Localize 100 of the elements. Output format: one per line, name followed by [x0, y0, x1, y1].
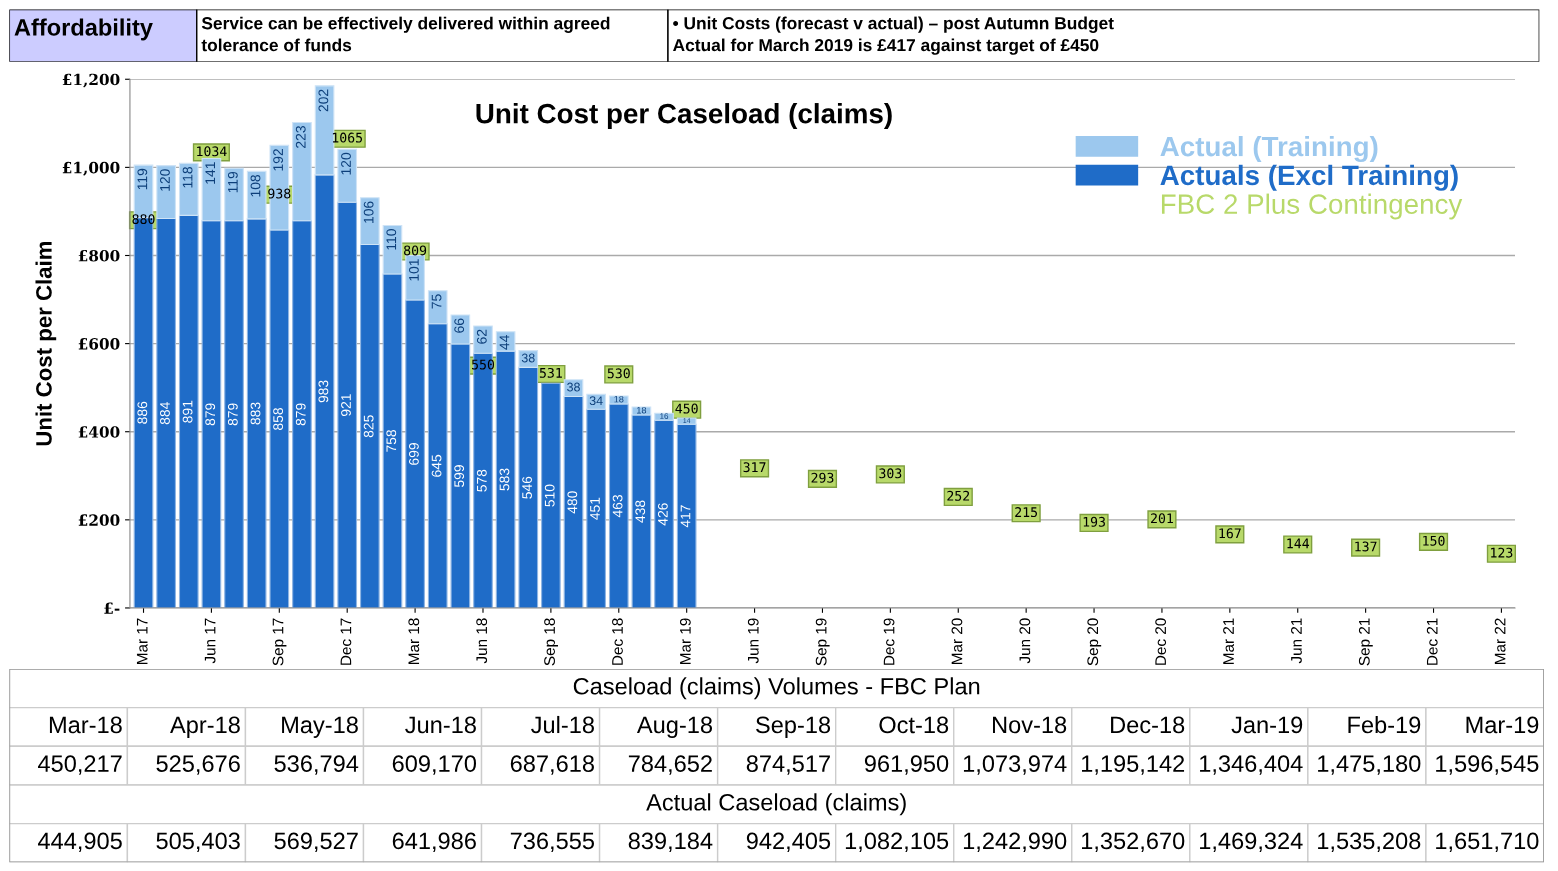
x-tick-label: Mar 17 [136, 618, 148, 664]
data-label: 525,676 [156, 755, 240, 775]
data-label: 961,950 [864, 755, 949, 775]
data-label: 192 [273, 149, 284, 171]
data-label: 879 [227, 403, 238, 426]
bar [586, 408, 606, 608]
data-label: 108 [250, 174, 261, 197]
bar [201, 158, 222, 222]
data-label: 1,195,142 [1082, 755, 1185, 775]
bar [359, 197, 380, 246]
bar [292, 121, 312, 222]
data-label: 119 [227, 171, 238, 193]
bar [654, 419, 674, 608]
data-label: 141 [205, 162, 215, 184]
category-label: Oct-18 [879, 716, 949, 734]
bar [156, 217, 176, 608]
data-label: 879 [295, 403, 306, 426]
bar [427, 290, 448, 325]
data-label: 444,905 [38, 832, 122, 853]
data-label: 450,217 [38, 755, 122, 775]
data-label: 583 [499, 468, 510, 491]
bar [495, 350, 516, 608]
bar [224, 167, 244, 222]
bar [495, 331, 516, 352]
bar [246, 218, 267, 608]
bar [178, 162, 199, 216]
bar [563, 395, 584, 608]
x-tick-label: Jun 20 [1019, 618, 1031, 664]
data-label: 884 [160, 402, 170, 425]
x-tick-label: Sep 21 [1358, 618, 1373, 666]
data-label: 101 [408, 259, 419, 281]
data-label: 536,794 [274, 755, 359, 775]
data-label: 921 [341, 394, 351, 416]
data-label: 66 [454, 318, 465, 333]
bar [178, 214, 199, 608]
data-label: 1,535,208 [1318, 832, 1421, 853]
x-tick-label: Sep 18 [544, 618, 559, 666]
series-label: Caseload (claims) Volumes - FBC Plan [573, 677, 980, 700]
bar [382, 273, 403, 608]
bar [314, 174, 335, 608]
data-label: 426 [657, 503, 668, 526]
data-label: 510 [544, 484, 555, 507]
text: • Unit Costs (forecast v actual) – post Autumn Budget Actual for March 2019 is £417 against target of £450 [673, 16, 1114, 55]
x-tick-label: Jun 19 [747, 618, 759, 664]
category-label: Mar-18 [49, 716, 122, 734]
x-tick-label: Sep 19 [815, 618, 830, 666]
data-label: 883 [250, 402, 261, 425]
data-label: 645 [431, 454, 442, 477]
bar [654, 412, 674, 421]
y-tick-label: £200 [78, 514, 120, 526]
bar [269, 229, 290, 608]
bar [201, 220, 222, 608]
data-label: 120 [341, 152, 351, 175]
bar [450, 343, 471, 608]
data-label: 1,082,105 [845, 832, 949, 853]
data-label: 1,469,324 [1200, 832, 1303, 853]
y-tick-label: £400 [78, 426, 120, 438]
bar [676, 417, 697, 425]
bar [518, 366, 539, 608]
x-tick-label: Dec 18 [612, 618, 623, 665]
data-label: 223 [295, 126, 306, 148]
data-label: 18 [614, 395, 624, 403]
x-tick-label: Mar 20 [951, 618, 963, 664]
x-tick-label: Jun 18 [476, 618, 488, 664]
data-label: 75 [431, 294, 442, 309]
bar [608, 403, 629, 608]
data-label: 38 [567, 382, 580, 392]
data-label: 480 [567, 491, 578, 514]
data-label: 839,184 [628, 832, 713, 853]
data-label: 942,405 [746, 832, 831, 853]
x-tick-label: Mar 22 [1494, 618, 1506, 664]
category-label: Dec-18 [1111, 716, 1185, 734]
data-label: 825 [363, 415, 374, 438]
data-label: 1,596,545 [1436, 755, 1539, 775]
bar [631, 414, 652, 608]
y-axis-title: Unit Cost per Claim [35, 241, 57, 446]
data-label: 609,170 [392, 755, 477, 775]
x-tick-label: Sep 17 [272, 618, 287, 666]
category-label: Feb-19 [1348, 715, 1421, 734]
bar [156, 165, 176, 220]
data-label: 118 [182, 167, 193, 188]
data-label: 1,242,990 [963, 832, 1067, 853]
category-label: Sep-18 [756, 716, 831, 738]
x-tick-label: Jun 17 [204, 618, 216, 664]
data-label: 16 [660, 413, 669, 419]
category-label: May-18 [282, 716, 358, 738]
bar [292, 220, 312, 608]
x-tick-label: Sep 20 [1087, 618, 1102, 666]
category-label: Jan-19 [1231, 716, 1303, 734]
data-label: 1,651,710 [1436, 832, 1539, 853]
data-label: 38 [521, 353, 535, 363]
data-label: 578 [476, 469, 487, 492]
data-label: 106 [363, 201, 374, 223]
data-label: 1,352,670 [1082, 832, 1185, 853]
legend-label: Actuals (Excl Training) [1160, 164, 1458, 191]
data-label: 687,618 [510, 755, 594, 775]
category-label: Jun-18 [405, 716, 476, 734]
data-label: 858 [273, 407, 284, 430]
data-label: 736,555 [510, 832, 595, 853]
category-label: Aug-18 [636, 716, 713, 738]
